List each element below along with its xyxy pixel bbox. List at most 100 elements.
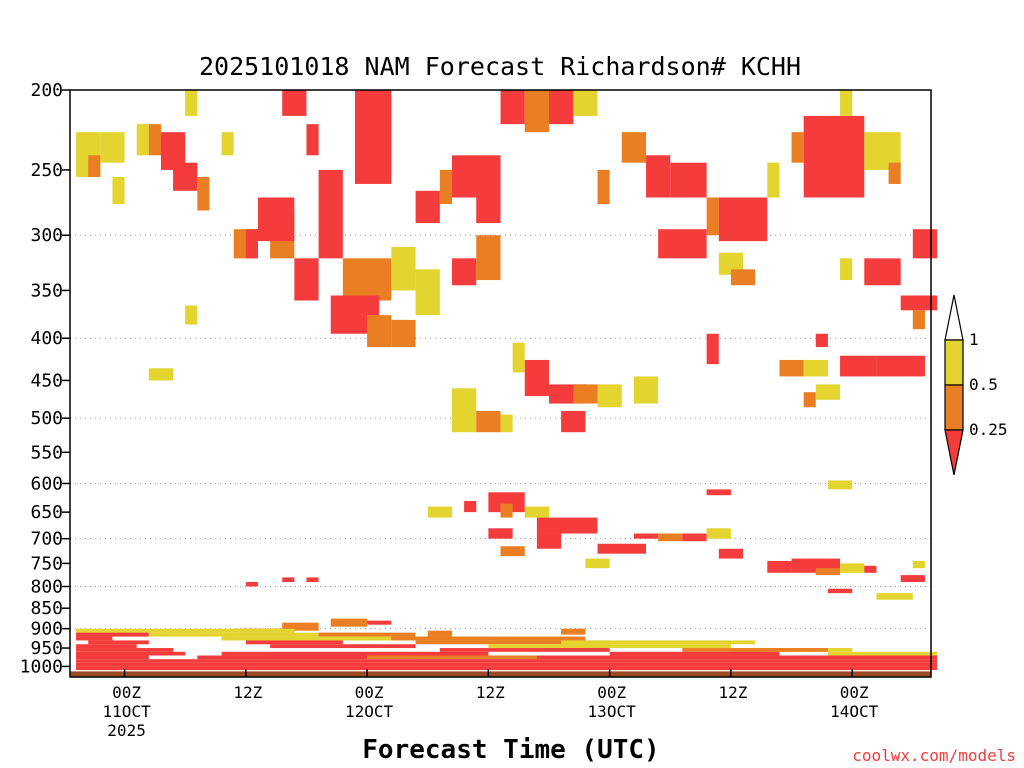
- ri-cell: [803, 115, 865, 198]
- ri-cell: [282, 622, 319, 631]
- x-tick-label: 12OCT: [345, 702, 394, 721]
- ri-cell: [706, 197, 719, 236]
- ri-cell: [391, 319, 416, 348]
- ri-cell: [306, 124, 319, 156]
- ri-cell: [888, 162, 901, 184]
- ri-cell: [779, 359, 804, 377]
- ri-cell: [476, 410, 501, 433]
- ri-band: [367, 655, 537, 660]
- legend-label: 0.5: [969, 375, 998, 394]
- x-tick-label: 12Z: [718, 683, 747, 702]
- ri-cell: [500, 546, 525, 557]
- ri-cell: [864, 258, 901, 286]
- ri-band: [88, 640, 149, 645]
- ri-cell: [718, 197, 768, 242]
- ri-cell: [900, 295, 938, 311]
- ri-band: [827, 651, 938, 656]
- ri-cell: [767, 162, 780, 198]
- x-tick-label: 12Z: [233, 683, 262, 702]
- ri-band: [221, 651, 489, 656]
- ri-cell: [476, 177, 501, 224]
- ri-cell: [815, 333, 828, 348]
- ri-band: [561, 640, 756, 645]
- credit-text: coolwx.com/models: [852, 746, 1016, 765]
- y-tick-label: 650: [30, 502, 63, 523]
- ri-cell: [536, 533, 562, 549]
- ri-band: [318, 632, 416, 637]
- ri-cell: [439, 169, 452, 205]
- x-tick-label: 2025: [107, 721, 146, 740]
- ri-cell: [803, 359, 828, 377]
- ri-cell: [536, 517, 598, 534]
- x-tick-label: 00Z: [112, 683, 141, 702]
- ri-cell: [173, 162, 198, 191]
- ri-cell: [415, 269, 440, 316]
- ri-cell: [561, 628, 586, 635]
- ri-cell: [840, 90, 853, 116]
- x-tick-label: 00Z: [840, 683, 869, 702]
- ri-cell: [815, 568, 841, 576]
- ri-cell: [912, 229, 938, 259]
- data-cells: [76, 90, 938, 670]
- ri-band: [76, 659, 938, 663]
- ri-cell: [840, 258, 853, 281]
- ri-cell: [512, 342, 525, 373]
- ri-band: [391, 636, 586, 641]
- ri-cell: [415, 190, 440, 224]
- plot-frame: [69, 89, 932, 678]
- ri-cell: [100, 132, 125, 163]
- ri-cell: [391, 246, 416, 291]
- ri-cell: [306, 577, 319, 582]
- ri-cell: [427, 630, 452, 637]
- legend-label: 1: [969, 330, 979, 349]
- y-axis: 200 250 300 350 400 450 500 550 600 650 700 7508008…: [20, 80, 70, 677]
- ri-cell: [827, 588, 853, 594]
- ri-band: [270, 644, 416, 649]
- y-tick-label: 200: [30, 80, 63, 101]
- ri-cell: [330, 618, 368, 627]
- ri-cell: [112, 177, 125, 205]
- ri-cell: [451, 258, 477, 286]
- ri-cell: [633, 533, 659, 539]
- ri-cell: [585, 558, 610, 569]
- ri-cell: [670, 162, 707, 198]
- ri-band: [488, 644, 731, 649]
- ri-cell: [500, 90, 525, 125]
- ri-cell: [318, 169, 343, 259]
- ri-cell: [524, 90, 550, 133]
- ri-cell: [840, 355, 877, 377]
- y-tick-label: 250: [30, 160, 63, 181]
- ri-cell: [718, 252, 744, 275]
- ri-cell: [621, 132, 647, 163]
- ri-cell: [185, 90, 198, 116]
- ri-band: [76, 651, 186, 656]
- ri-band: [415, 655, 938, 660]
- ri-cell: [682, 533, 707, 542]
- y-tick-label: 400: [30, 328, 63, 349]
- y-tick-label: 1000: [20, 656, 63, 677]
- ri-cell: [864, 565, 877, 573]
- x-tick-label: 00Z: [597, 683, 626, 702]
- ri-cell: [136, 124, 149, 156]
- ri-band: [245, 640, 343, 645]
- y-tick-label: 900: [30, 619, 63, 640]
- ri-cell: [767, 560, 792, 573]
- ri-cell: [597, 169, 610, 205]
- ri-cell: [633, 376, 659, 404]
- y-tick-label: 700: [30, 529, 63, 550]
- ri-cell: [912, 310, 925, 330]
- ri-cell: [257, 197, 295, 242]
- ri-band: [197, 655, 368, 660]
- ri-cell: [282, 90, 307, 116]
- ri-cell: [658, 533, 683, 542]
- ri-cell: [827, 480, 853, 490]
- x-tick-label: 11OCT: [102, 702, 151, 721]
- ri-cell: [148, 368, 174, 381]
- ground-layer: [70, 671, 931, 677]
- ri-band: [76, 662, 938, 667]
- ri-cell: [148, 124, 161, 156]
- legend-swatch-top: [944, 294, 964, 341]
- ri-cell: [549, 90, 574, 125]
- ri-cell: [718, 548, 744, 559]
- ri-band: [415, 640, 610, 645]
